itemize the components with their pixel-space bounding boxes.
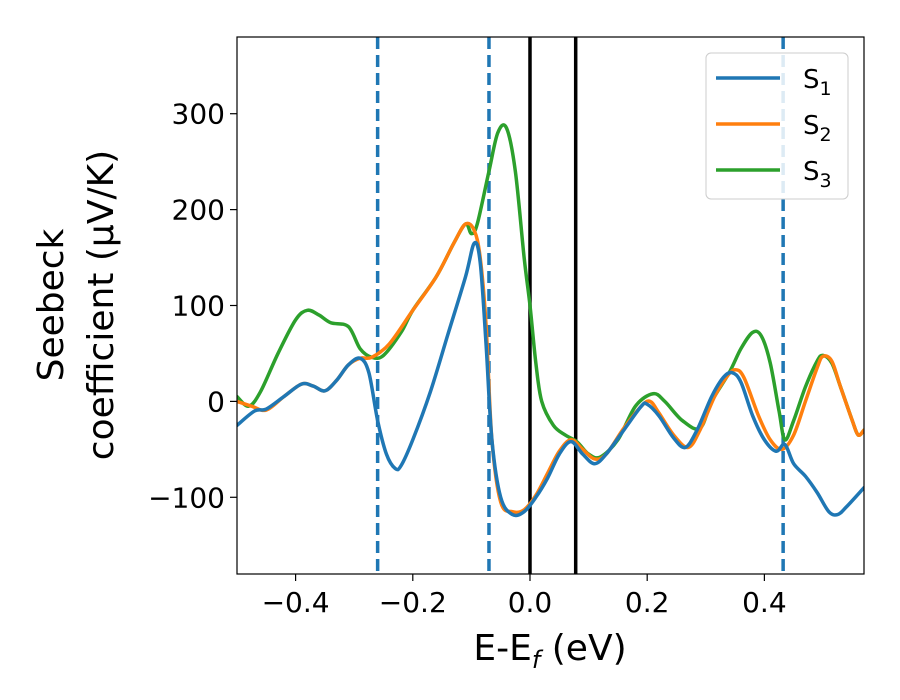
y-tick-label: −100 [148, 481, 225, 514]
y-axis-label-line1: Seebeck [31, 228, 72, 381]
y-tick-label: 100 [172, 290, 225, 323]
x-tick-label: −0.2 [379, 586, 447, 619]
y-tick-label: 200 [172, 194, 225, 227]
legend-label-s3: S3 [803, 157, 832, 192]
x-axis-ticks: −0.4 −0.2 0.0 0.2 0.4 [262, 574, 787, 619]
y-axis-label-line2: coefficient (μV/K) [81, 150, 122, 460]
y-tick-label: 0 [207, 385, 225, 418]
x-tick-label: 0.2 [625, 586, 670, 619]
legend: S1 S2 S3 [705, 52, 849, 200]
y-tick-label: 300 [172, 98, 225, 131]
legend-label-s1: S1 [803, 65, 832, 100]
series-line-s1 [237, 240, 864, 518]
x-axis-label: E-Ef (eV) [473, 628, 626, 674]
series-line-s3 [237, 123, 864, 460]
x-tick-label: 0.4 [742, 586, 787, 619]
series-lines [237, 123, 864, 518]
x-tick-label: 0.0 [508, 586, 553, 619]
legend-box [705, 52, 849, 200]
y-axis-ticks: −100 0 100 200 300 [148, 98, 237, 514]
x-tick-label: −0.4 [262, 586, 330, 619]
legend-label-s2: S2 [803, 111, 832, 146]
